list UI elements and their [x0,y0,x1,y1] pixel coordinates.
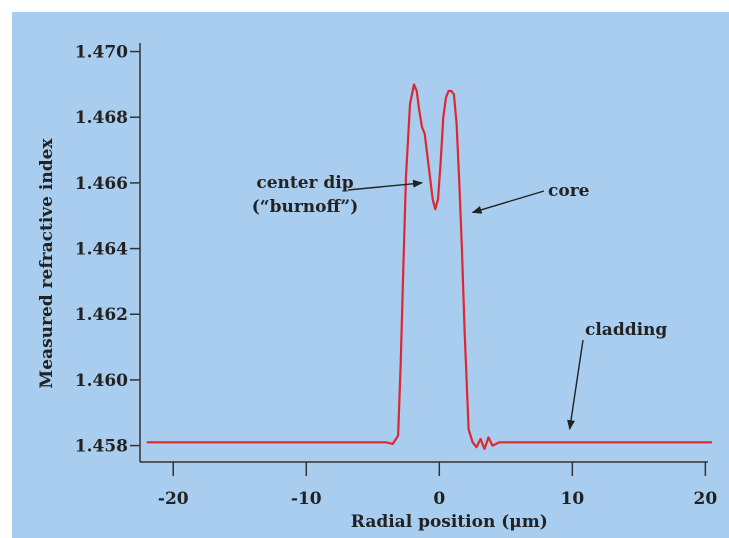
annotation: center dip (“burnoff”) [252,173,423,217]
refractive-index-line [146,83,712,450]
annotation-arrow [567,339,584,431]
y-tick-label: 1.462 [75,305,128,325]
chart-panel [12,12,729,538]
annotation-text: cladding [585,320,667,340]
annotation: cladding [567,320,667,431]
annotation-arrow [471,190,545,214]
annotations: center dip (“burnoff”) core cladding [252,173,667,431]
y-ticks: 1.458 1.460 1.462 1.464 1.466 1.468 1.470 [75,43,140,457]
annotation-text: (“burnoff”) [252,197,359,217]
x-ticks: -20 -10 0 10 20 [158,462,717,509]
annotation-text: center dip [256,173,353,193]
y-tick-label: 1.464 [75,240,128,260]
x-tick-label: -20 [158,489,189,509]
x-tick-label: 20 [694,489,718,509]
annotation-text: core [548,181,590,201]
annotation-arrow [347,179,423,191]
y-tick-label: 1.470 [75,43,128,63]
annotation: core [471,181,590,214]
x-axis-label: Radial position (μm) [351,512,548,532]
y-tick-label: 1.468 [75,108,128,128]
y-tick-label: 1.460 [75,371,128,391]
x-tick-label: 10 [560,489,584,509]
x-tick-label: -10 [291,489,322,509]
y-tick-label: 1.458 [75,437,128,457]
x-tick-label: 0 [433,489,445,509]
y-tick-label: 1.466 [75,174,128,194]
y-axis-label: Measured refractive index [37,138,57,389]
